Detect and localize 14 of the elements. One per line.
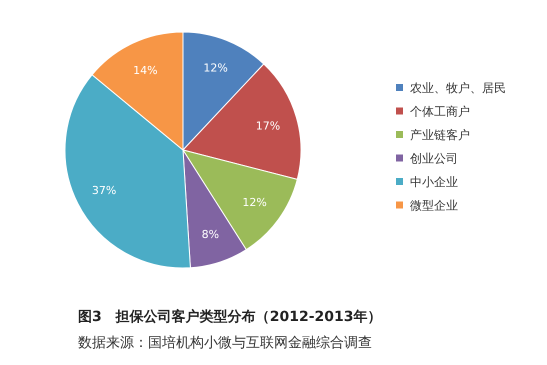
legend-label: 农业、牧户、居民 [410,81,506,95]
data-label: 37% [92,184,116,198]
text: 图3 担保公司客户类型分布（2012-2013年） [78,308,382,325]
data-label: 12% [242,196,267,210]
legend-label: 产业链客户 [410,128,470,142]
data-label: 12% [203,62,228,75]
data-label: 14% [133,64,158,77]
data-label: 8% [202,228,220,242]
legend-label: 中小企业 [410,175,458,189]
legend-label: 微型企业 [410,198,458,212]
source-note: 数据来源：国培机构小微与互联网金融综合调查 [78,335,372,351]
data-label: 17% [256,119,280,132]
legend-label: 个体工商户 [410,104,470,118]
legend-label: 创业公司 [410,152,458,166]
